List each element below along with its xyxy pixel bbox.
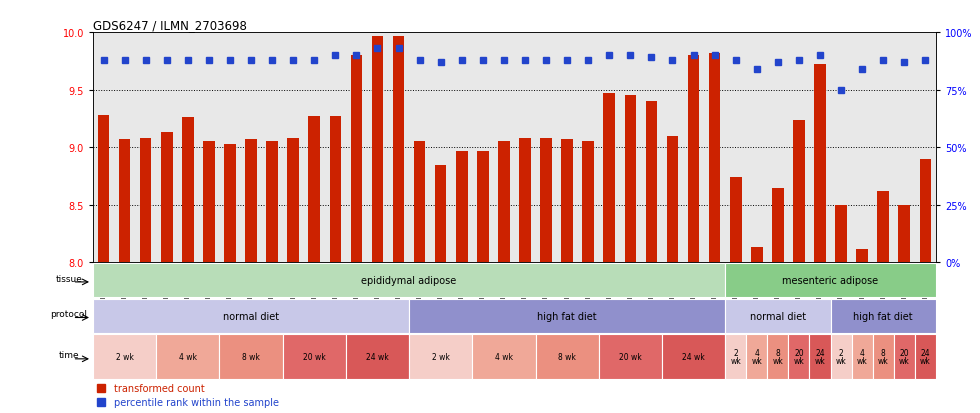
Bar bbox=[830, 299, 936, 333]
Bar bbox=[472, 335, 535, 379]
Bar bbox=[351, 56, 363, 263]
Text: 2 wk: 2 wk bbox=[432, 352, 450, 361]
Text: 8
wk: 8 wk bbox=[772, 348, 783, 366]
Text: 2
wk: 2 wk bbox=[730, 348, 741, 366]
Text: normal diet: normal diet bbox=[750, 311, 806, 321]
Bar bbox=[435, 165, 447, 263]
Bar bbox=[725, 335, 746, 379]
Text: transformed count: transformed count bbox=[114, 383, 205, 394]
Bar bbox=[309, 117, 320, 263]
Bar bbox=[540, 139, 552, 263]
Bar bbox=[519, 139, 531, 263]
Text: normal diet: normal diet bbox=[223, 311, 279, 321]
Text: percentile rank within the sample: percentile rank within the sample bbox=[114, 396, 279, 406]
Bar bbox=[371, 36, 383, 263]
Bar bbox=[409, 335, 472, 379]
Bar bbox=[725, 263, 936, 297]
Bar bbox=[662, 335, 725, 379]
Text: high fat diet: high fat diet bbox=[854, 311, 913, 321]
Bar bbox=[730, 178, 742, 263]
Text: 20 wk: 20 wk bbox=[619, 352, 642, 361]
Bar bbox=[604, 94, 615, 263]
Bar bbox=[767, 335, 788, 379]
Bar bbox=[666, 136, 678, 263]
Bar bbox=[93, 299, 409, 333]
Bar bbox=[220, 335, 282, 379]
Text: 8 wk: 8 wk bbox=[242, 352, 260, 361]
Bar bbox=[409, 299, 725, 333]
Bar bbox=[477, 151, 489, 263]
Bar bbox=[346, 335, 409, 379]
Text: high fat diet: high fat diet bbox=[537, 311, 597, 321]
Bar bbox=[414, 142, 425, 263]
Bar bbox=[182, 118, 194, 263]
Bar bbox=[599, 335, 662, 379]
Bar bbox=[287, 139, 299, 263]
Text: 24
wk: 24 wk bbox=[814, 348, 825, 366]
Text: epididymal adipose: epididymal adipose bbox=[362, 275, 457, 285]
Bar bbox=[809, 335, 830, 379]
Bar bbox=[688, 56, 700, 263]
Text: 20 wk: 20 wk bbox=[303, 352, 325, 361]
Bar bbox=[751, 248, 762, 263]
Text: GDS6247 / ILMN_2703698: GDS6247 / ILMN_2703698 bbox=[93, 19, 247, 32]
Bar bbox=[852, 335, 872, 379]
Bar bbox=[156, 335, 220, 379]
Bar bbox=[93, 263, 725, 297]
Bar bbox=[709, 54, 720, 263]
Text: 8 wk: 8 wk bbox=[559, 352, 576, 361]
Bar bbox=[456, 151, 467, 263]
Bar bbox=[329, 117, 341, 263]
Bar bbox=[793, 120, 805, 263]
Bar bbox=[267, 142, 278, 263]
Bar bbox=[562, 140, 573, 263]
Bar bbox=[894, 335, 914, 379]
Bar bbox=[119, 140, 130, 263]
Bar bbox=[899, 205, 910, 263]
Text: 4 wk: 4 wk bbox=[495, 352, 513, 361]
Text: tissue: tissue bbox=[55, 274, 82, 283]
Text: 4
wk: 4 wk bbox=[752, 348, 762, 366]
Bar bbox=[830, 335, 852, 379]
Bar bbox=[877, 192, 889, 263]
Bar bbox=[140, 139, 152, 263]
Bar bbox=[393, 36, 405, 263]
Bar bbox=[224, 145, 236, 263]
Bar bbox=[772, 188, 784, 263]
Bar bbox=[624, 96, 636, 263]
Bar bbox=[919, 159, 931, 263]
Bar bbox=[535, 335, 599, 379]
Text: 4
wk: 4 wk bbox=[857, 348, 867, 366]
Bar bbox=[746, 335, 767, 379]
Text: mesenteric adipose: mesenteric adipose bbox=[782, 275, 879, 285]
Text: 24 wk: 24 wk bbox=[367, 352, 389, 361]
Text: 20
wk: 20 wk bbox=[794, 348, 805, 366]
Bar bbox=[914, 335, 936, 379]
Text: 20
wk: 20 wk bbox=[899, 348, 909, 366]
Bar bbox=[725, 299, 830, 333]
Bar bbox=[245, 140, 257, 263]
Bar bbox=[814, 65, 826, 263]
Bar bbox=[93, 335, 156, 379]
Text: 8
wk: 8 wk bbox=[878, 348, 889, 366]
Bar bbox=[161, 133, 172, 263]
Bar bbox=[857, 249, 868, 263]
Bar bbox=[646, 102, 658, 263]
Bar bbox=[203, 142, 215, 263]
Bar bbox=[498, 142, 510, 263]
Bar bbox=[788, 335, 809, 379]
Text: 24
wk: 24 wk bbox=[920, 348, 931, 366]
Bar bbox=[872, 335, 894, 379]
Text: 2
wk: 2 wk bbox=[836, 348, 847, 366]
Text: 4 wk: 4 wk bbox=[178, 352, 197, 361]
Bar bbox=[282, 335, 346, 379]
Bar bbox=[835, 205, 847, 263]
Bar bbox=[582, 142, 594, 263]
Bar bbox=[98, 116, 110, 263]
Text: protocol: protocol bbox=[50, 310, 87, 319]
Text: 24 wk: 24 wk bbox=[682, 352, 705, 361]
Text: 2 wk: 2 wk bbox=[116, 352, 133, 361]
Text: time: time bbox=[59, 350, 79, 359]
